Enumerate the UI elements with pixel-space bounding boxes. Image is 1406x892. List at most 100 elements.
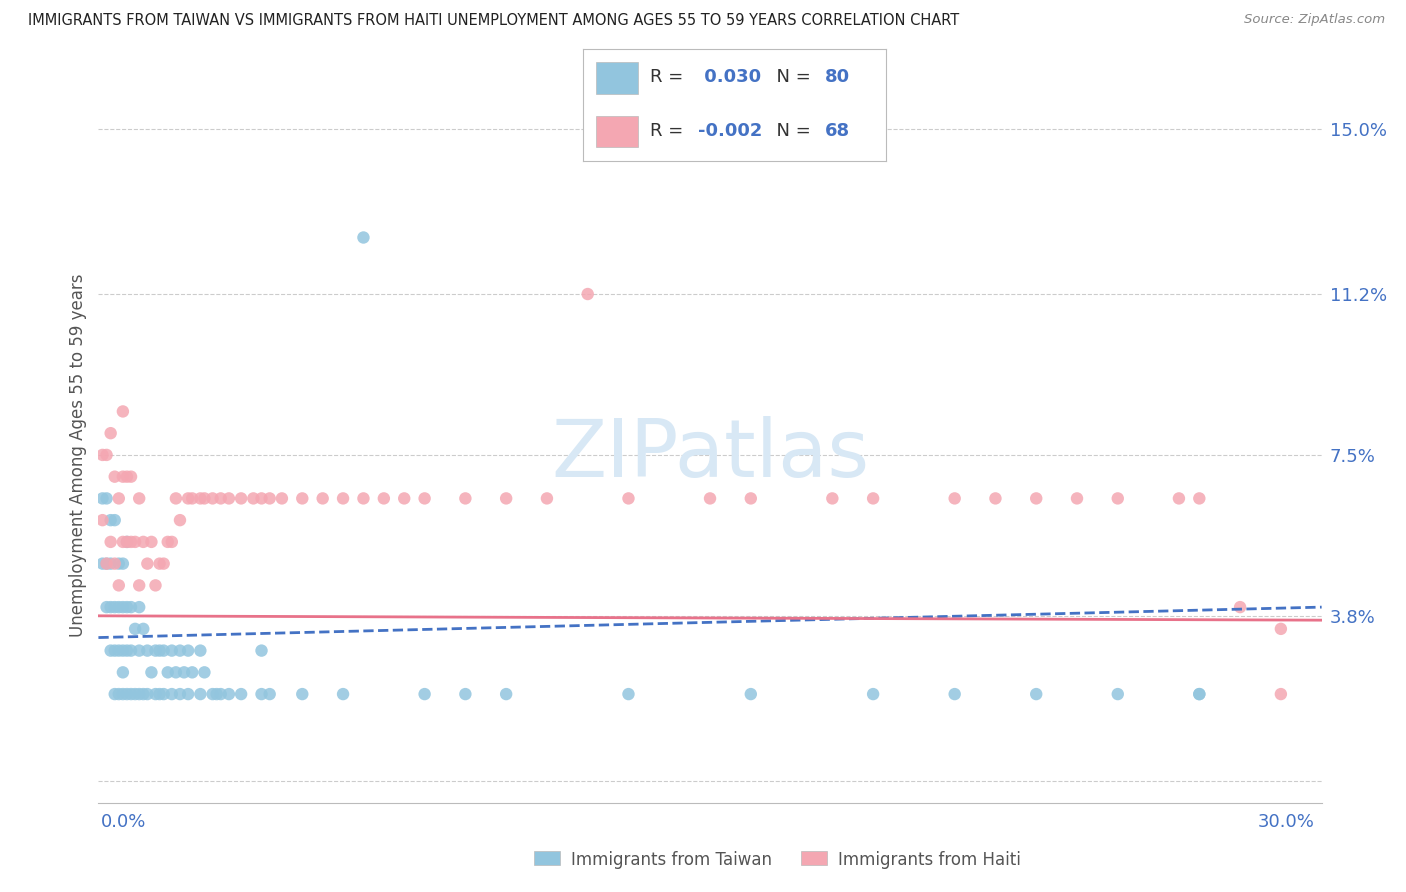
Point [115,600,138,615]
Point [145,643,167,657]
Point [1270,687,1292,701]
Point [392,491,416,506]
Point [120,469,142,483]
Point [1188,687,1211,701]
Point [160,534,183,549]
Point [1167,491,1189,506]
Point [152,687,174,701]
Point [201,687,224,701]
Point [111,404,134,418]
Point [96,448,118,462]
Text: R =: R = [650,69,689,87]
Point [156,534,179,549]
Text: R =: R = [650,122,689,140]
Point [104,687,127,701]
Point [617,491,640,506]
Text: Immigrants from Taiwan: Immigrants from Taiwan [571,851,772,869]
Point [699,491,721,506]
Point [862,687,884,701]
Point [120,600,142,615]
Text: N =: N = [765,122,817,140]
Point [115,534,138,549]
Point [165,665,187,680]
Point [1107,491,1129,506]
Text: ZIPatlas: ZIPatlas [551,416,869,494]
Point [124,687,146,701]
Point [1107,687,1129,701]
Point [136,687,159,701]
Point [115,687,138,701]
Point [136,643,159,657]
Point [156,665,179,680]
Text: -0.002: -0.002 [699,122,762,140]
Point [177,687,200,701]
Point [193,665,215,680]
Point [104,513,127,527]
Point [136,557,159,571]
Point [100,557,122,571]
Point [209,687,232,701]
Point [111,600,134,615]
Point [128,491,150,506]
Point [1025,687,1047,701]
Point [149,643,172,657]
Point [108,643,131,657]
Point [111,665,134,680]
Text: N =: N = [765,69,817,87]
Point [231,491,253,506]
Point [740,491,762,506]
Point [124,622,146,636]
Point [152,643,174,657]
Point [120,687,142,701]
Point [352,491,374,506]
Point [218,491,240,506]
Text: 0.030: 0.030 [699,69,762,87]
Point [740,687,762,701]
Text: 30.0%: 30.0% [1258,814,1315,831]
Point [250,643,273,657]
Point [124,534,146,549]
Point [128,687,150,701]
Point [100,426,122,441]
Text: 68: 68 [825,122,851,140]
Point [205,687,228,701]
Point [91,491,114,506]
Point [1270,622,1292,636]
Point [132,534,155,549]
Point [145,578,167,592]
Point [242,491,264,506]
Point [413,687,436,701]
Point [132,687,155,701]
Text: Immigrants from Haiti: Immigrants from Haiti [838,851,1021,869]
Point [495,687,517,701]
Point [104,600,127,615]
Point [536,491,558,506]
Point [259,687,281,701]
Point [120,534,142,549]
Point [160,687,183,701]
Point [132,622,155,636]
Point [177,491,200,506]
Point [332,687,354,701]
Point [108,557,131,571]
Point [332,491,354,506]
FancyBboxPatch shape [596,62,638,94]
Point [1188,491,1211,506]
Point [454,687,477,701]
Point [96,557,118,571]
Point [128,600,150,615]
Point [149,557,172,571]
Point [108,491,131,506]
Point [259,491,281,506]
Point [160,643,183,657]
Point [108,578,131,592]
Point [413,491,436,506]
Point [141,665,163,680]
Point [169,687,191,701]
Text: Source: ZipAtlas.com: Source: ZipAtlas.com [1244,13,1385,27]
Point [173,665,195,680]
Point [495,491,517,506]
Point [218,687,240,701]
Point [91,513,114,527]
Point [111,469,134,483]
